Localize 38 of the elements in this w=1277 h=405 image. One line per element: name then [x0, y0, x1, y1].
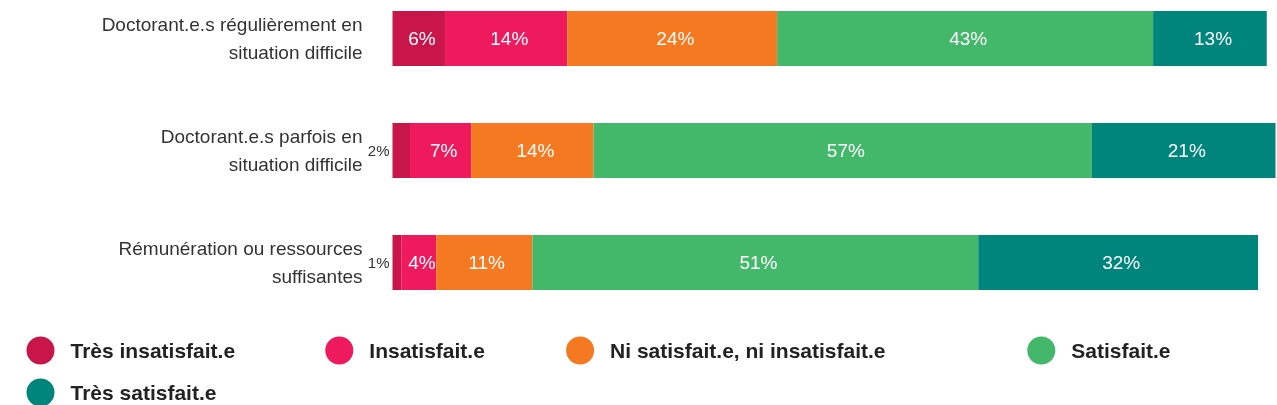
- legend-label: Insatisfait.e: [369, 339, 485, 362]
- bar: [1153, 11, 1267, 66]
- bar: [593, 123, 1092, 178]
- bar: [409, 123, 472, 178]
- data-label: 57%: [826, 140, 865, 161]
- y-tick-label: Rémunération ou ressources suffisantes: [118, 238, 363, 287]
- legend-label: Ni satisfait.e, ni insatisfait.e: [610, 339, 886, 362]
- data-label: 21%: [1167, 140, 1206, 161]
- data-label: 4%: [408, 252, 436, 273]
- bar: [532, 235, 979, 290]
- bar: [471, 123, 594, 178]
- bar: [392, 11, 445, 66]
- bar: [392, 123, 410, 178]
- data-label: 13%: [1194, 28, 1233, 49]
- data-label: 6%: [408, 28, 436, 49]
- data-label: 1%: [367, 254, 390, 271]
- data-label: 24%: [656, 28, 695, 49]
- legend-label: Très satisfait.e: [70, 381, 217, 404]
- bar: [567, 11, 778, 66]
- data-label: 14%: [516, 140, 555, 161]
- data-label: 14%: [490, 28, 529, 49]
- bar: [1091, 123, 1276, 178]
- y-tick-label: Doctorant.e.s parfois en situation difficile: [160, 126, 363, 175]
- bar: [444, 11, 568, 66]
- bar: [401, 235, 437, 290]
- data-label: 11%: [468, 252, 506, 273]
- y-tick-label: Doctorant.e.s régulièrement en situation difficile: [101, 14, 363, 63]
- legend-label: Très insatisfait.e: [70, 339, 236, 362]
- bar: [436, 235, 533, 290]
- data-label: 7%: [429, 140, 458, 161]
- data-label: 2%: [367, 142, 390, 159]
- bar: [777, 11, 1154, 66]
- data-label: 43%: [949, 28, 988, 49]
- bar: [978, 235, 1259, 290]
- bar: [392, 235, 402, 290]
- data-label: 51%: [739, 252, 778, 273]
- legend-label: Satisfait.e: [1071, 339, 1171, 362]
- data-label: 32%: [1102, 252, 1141, 273]
